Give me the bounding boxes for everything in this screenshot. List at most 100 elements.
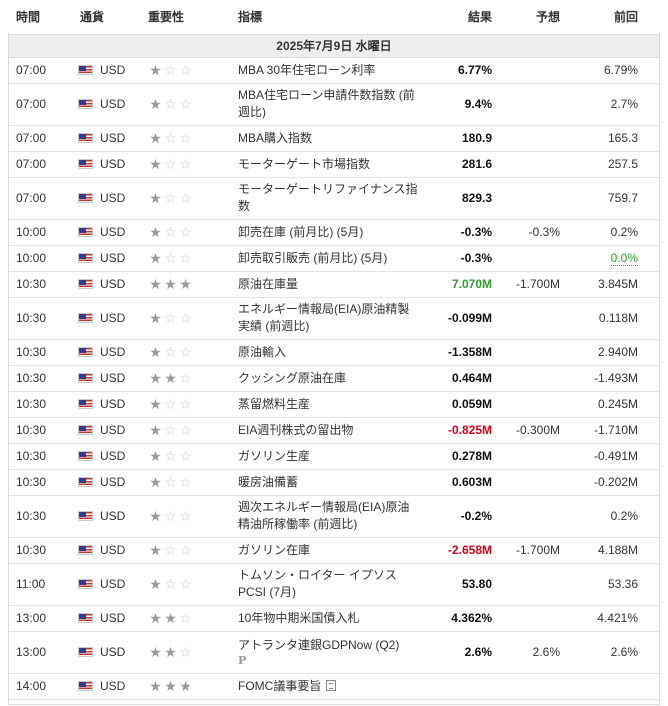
currency-code: USD xyxy=(100,543,126,557)
event-name-text[interactable]: モーターゲートリファイナンス指数 xyxy=(238,182,418,213)
event-name-text[interactable]: 10年物中期米国債入札 xyxy=(238,610,360,625)
event-currency: USD xyxy=(76,57,142,84)
table-row[interactable]: 10:30 USD ★ ☆ ☆ EIA週刊株式の留出物 -0.825M -0.300M -1.7… xyxy=(8,417,660,444)
us-flag-icon xyxy=(78,425,93,435)
actual-value: 9.4% xyxy=(418,83,502,126)
table-row[interactable]: 07:00 USD ★ ☆ ☆ モーターゲート市場指数 281.6 257.5 xyxy=(8,151,660,178)
currency-code: USD xyxy=(100,131,126,145)
event-name[interactable]: MBA購入指数 xyxy=(232,125,418,152)
table-row[interactable]: 14:00 USD ★ ★ ★ FOMC議事要旨 xyxy=(8,673,660,700)
event-name[interactable]: EIA週刊株式の留出物 xyxy=(232,417,418,444)
table-row[interactable]: 13:00 USD ★ ★ ☆ アトランタ連銀GDPNow (Q2) P 2.6% 2.6% 2.… xyxy=(8,631,660,674)
table-row[interactable]: 07:00 USD ★ ☆ ☆ MBA購入指数 180.9 165.3 xyxy=(8,125,660,152)
event-time: 07:00 xyxy=(8,83,76,126)
star-icon: ☆ xyxy=(179,575,192,592)
previous-value: 0.245M xyxy=(582,391,660,418)
star-icon: ★ xyxy=(149,643,162,660)
currency-code: USD xyxy=(100,475,126,489)
event-currency: USD xyxy=(76,365,142,392)
currency-code: USD xyxy=(100,449,126,463)
event-name-text[interactable]: モーターゲート市場指数 xyxy=(238,156,371,171)
event-currency: USD xyxy=(76,245,142,272)
event-name-text[interactable]: ガソリン生産 xyxy=(238,448,311,463)
table-row[interactable]: 07:00 USD ★ ☆ ☆ モーターゲートリファイナンス指数 829.3 759.7 xyxy=(8,177,660,220)
actual-value: 0.059M xyxy=(418,391,502,418)
star-icon: ★ xyxy=(149,575,162,592)
star-icon: ★ xyxy=(149,129,162,146)
us-flag-icon xyxy=(78,279,93,289)
event-name[interactable]: トムソン・ロイター イプソス PCSI (7月) xyxy=(232,563,418,606)
table-row[interactable]: 10:30 USD ★ ☆ ☆ エネルギー情報局(EIA)原油精製実績 (前週比) -0.0… xyxy=(8,297,660,340)
event-name[interactable]: 暖房油備蓄 xyxy=(232,469,418,496)
event-name[interactable]: 蒸留燃料生産 xyxy=(232,391,418,418)
event-name-text[interactable]: 卸売在庫 (前月比) (5月) xyxy=(238,224,364,239)
event-name-text[interactable]: MBA 30年住宅ローン利率 xyxy=(238,62,376,77)
event-name-text[interactable]: 週次エネルギー情報局(EIA)原油精油所稼働率 (前週比) xyxy=(238,500,410,531)
event-name[interactable]: クッシング原油在庫 xyxy=(232,365,418,392)
star-icon: ☆ xyxy=(164,395,177,412)
actual-value xyxy=(418,673,502,700)
table-row[interactable]: 10:30 USD ★ ☆ ☆ ガソリン在庫 -2.658M -1.700M 4.188M xyxy=(8,537,660,564)
forecast-value xyxy=(502,469,582,496)
star-icon: ★ xyxy=(149,223,162,240)
event-name[interactable]: ガソリン在庫 xyxy=(232,537,418,564)
table-row[interactable]: 10:30 USD ★ ☆ ☆ 蒸留燃料生産 0.059M 0.245M xyxy=(8,391,660,418)
actual-value: -0.3% xyxy=(418,219,502,246)
event-name[interactable]: FOMC議事要旨 xyxy=(232,673,418,700)
table-row[interactable]: 10:30 USD ★ ☆ ☆ 暖房油備蓄 0.603M -0.202M xyxy=(8,469,660,496)
event-name[interactable]: MBA住宅ローン申請件数指数 (前週比) xyxy=(232,83,418,126)
event-name[interactable]: 卸売在庫 (前月比) (5月) xyxy=(232,219,418,246)
importance-stars: ★ ☆ ☆ xyxy=(142,391,232,418)
forecast-value xyxy=(502,673,582,700)
event-name[interactable]: 10年物中期米国債入札 xyxy=(232,605,418,632)
event-name[interactable]: モーターゲート市場指数 xyxy=(232,151,418,178)
table-row[interactable]: 10:00 USD ★ ☆ ☆ 卸売在庫 (前月比) (5月) -0.3% -0.3% 0.2% xyxy=(8,219,660,246)
importance-stars: ★ ☆ ☆ xyxy=(142,469,232,496)
event-name-text[interactable]: FOMC議事要旨 xyxy=(238,678,322,693)
event-time: 10:30 xyxy=(8,469,76,496)
event-name-text[interactable]: 卸売取引販売 (前月比) (5月) xyxy=(238,250,388,265)
event-name[interactable]: 卸売取引販売 (前月比) (5月) xyxy=(232,245,418,272)
event-name-text[interactable]: 暖房油備蓄 xyxy=(238,474,299,489)
table-row[interactable]: 07:00 USD ★ ☆ ☆ MBA 30年住宅ローン利率 6.77% 6.79% xyxy=(8,57,660,84)
event-time: 10:30 xyxy=(8,391,76,418)
table-row[interactable]: 10:30 USD ★ ☆ ☆ ガソリン生産 0.278M -0.491M xyxy=(8,443,660,470)
event-name[interactable]: アトランタ連銀GDPNow (Q2) P xyxy=(232,631,418,674)
event-name[interactable]: 週次エネルギー情報局(EIA)原油精油所稼働率 (前週比) xyxy=(232,495,418,538)
event-name[interactable]: 原油輸入 xyxy=(232,339,418,366)
event-name[interactable]: エネルギー情報局(EIA)原油精製実績 (前週比) xyxy=(232,297,418,340)
event-name-text[interactable]: MBA住宅ローン申請件数指数 (前週比) xyxy=(238,88,415,119)
previous-value: -1.493M xyxy=(582,365,660,392)
table-row[interactable]: 10:30 USD ★ ☆ ☆ 原油輸入 -1.358M 2.940M xyxy=(8,339,660,366)
event-name[interactable]: MBA 30年住宅ローン利率 xyxy=(232,57,418,84)
table-row[interactable]: 10:30 USD ★ ★ ☆ クッシング原油在庫 0.464M -1.493M xyxy=(8,365,660,392)
event-name-text[interactable]: アトランタ連銀GDPNow (Q2) xyxy=(238,638,400,652)
event-name-text[interactable]: 原油在庫量 xyxy=(238,276,299,291)
event-name-text[interactable]: 蒸留燃料生産 xyxy=(238,396,311,411)
event-name-text[interactable]: クッシング原油在庫 xyxy=(238,370,347,385)
table-row[interactable]: 10:00 USD ★ ☆ ☆ 卸売取引販売 (前月比) (5月) -0.3% 0.0% xyxy=(8,245,660,272)
star-icon: ☆ xyxy=(179,395,192,412)
event-name[interactable]: モーターゲートリファイナンス指数 xyxy=(232,177,418,220)
event-name-text[interactable]: エネルギー情報局(EIA)原油精製実績 (前週比) xyxy=(238,302,410,333)
event-name-text[interactable]: EIA週刊株式の留出物 xyxy=(238,422,354,437)
event-name-text[interactable]: ガソリン在庫 xyxy=(238,542,311,557)
star-icon: ★ xyxy=(164,643,177,660)
event-name-text[interactable]: トムソン・ロイター イプソス PCSI (7月) xyxy=(238,568,397,599)
table-row[interactable]: 07:00 USD ★ ☆ ☆ MBA住宅ローン申請件数指数 (前週比) 9.4% 2.7% xyxy=(8,83,660,126)
star-icon: ☆ xyxy=(164,343,177,360)
event-name-text[interactable]: MBA購入指数 xyxy=(238,130,313,145)
event-name[interactable]: ガソリン生産 xyxy=(232,443,418,470)
us-flag-icon xyxy=(78,99,93,109)
table-row[interactable]: 10:30 USD ★ ★ ★ 原油在庫量 7.070M -1.700M 3.845M xyxy=(8,271,660,298)
forecast-value xyxy=(502,391,582,418)
star-icon: ☆ xyxy=(179,369,192,386)
forecast-value: -1.700M xyxy=(502,271,582,298)
event-name[interactable]: 原油在庫量 xyxy=(232,271,418,298)
event-name-text[interactable]: 原油輸入 xyxy=(238,344,287,359)
document-icon[interactable] xyxy=(326,679,337,691)
table-row[interactable]: 11:00 USD ★ ☆ ☆ トムソン・ロイター イプソス PCSI (7月) 53.80… xyxy=(8,563,660,606)
table-row[interactable]: 10:30 USD ★ ☆ ☆ 週次エネルギー情報局(EIA)原油精油所稼働率 (前週比)… xyxy=(8,495,660,538)
event-currency: USD xyxy=(76,151,142,178)
table-row[interactable]: 13:00 USD ★ ★ ☆ 10年物中期米国債入札 4.362% 4.421% xyxy=(8,605,660,632)
